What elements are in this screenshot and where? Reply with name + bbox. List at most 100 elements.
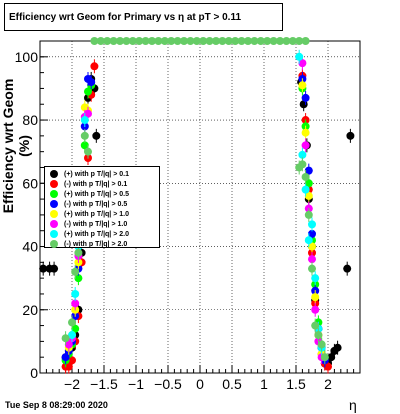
y-axis-label: Efficiency wrt Geom (%) (0, 78, 32, 214)
data-point (109, 37, 118, 45)
data-point (327, 353, 336, 362)
data-point (80, 131, 89, 140)
data-point (103, 37, 112, 45)
data-point (304, 191, 313, 200)
timestamp-footer: Tue Sep 8 08:29:00 2020 (5, 400, 108, 410)
data-point (96, 37, 105, 45)
data-point (80, 141, 89, 150)
legend-marker (50, 190, 58, 198)
data-point (298, 150, 307, 159)
data-point (324, 362, 332, 371)
legend-entry: (-) with p T/|q| > 1.0 (48, 219, 156, 229)
data-point (346, 131, 355, 140)
data-point (160, 37, 169, 45)
data-point (68, 318, 76, 327)
data-point (244, 37, 252, 45)
data-point (39, 264, 48, 273)
data-point (333, 343, 342, 352)
data-point (276, 37, 284, 45)
data-point (295, 37, 304, 45)
data-point (256, 37, 265, 45)
legend-entry: (+) with p T/|q| > 2.0 (48, 229, 156, 239)
data-point (90, 62, 99, 71)
data-point (212, 37, 220, 45)
data-point (68, 331, 76, 340)
data-point (186, 37, 195, 45)
x-tick-label: 0 (196, 376, 204, 392)
data-point (311, 321, 320, 330)
data-point (64, 362, 73, 371)
data-point (148, 37, 156, 45)
data-point (74, 274, 83, 283)
data-point (301, 93, 310, 102)
legend-marker (50, 200, 58, 208)
data-point (298, 81, 307, 90)
y-tick-label: 0 (30, 365, 38, 381)
data-point (71, 324, 80, 333)
data-point (92, 131, 101, 140)
x-tick-label: −0.5 (154, 376, 182, 392)
data-point (301, 128, 310, 137)
data-point (288, 37, 297, 45)
data-point (224, 37, 233, 45)
data-point (304, 179, 313, 188)
x-tick-label: −1.5 (90, 376, 118, 392)
data-point (237, 37, 246, 45)
data-point (304, 210, 313, 219)
x-tick-label: 2 (324, 376, 332, 392)
data-point (282, 37, 291, 45)
y-tick-label: 20 (22, 302, 38, 318)
data-point (314, 331, 323, 340)
data-point (311, 274, 320, 283)
data-point (301, 141, 310, 150)
legend-marker (50, 230, 58, 238)
legend-label: (+) with p T/|q| > 2.0 (64, 230, 129, 238)
data-point (128, 37, 137, 45)
legend-entry: (+) with p T/|q| > 0.5 (48, 189, 156, 199)
y-tick-label: 80 (22, 112, 38, 128)
data-point (301, 172, 310, 181)
data-point (311, 293, 320, 302)
legend: (+) with p T/|q| > 0.1 (-) with p T/|q| >… (44, 166, 160, 248)
y-tick-label: 100 (15, 49, 39, 65)
data-point (298, 160, 307, 169)
data-point (311, 305, 320, 314)
legend-label: (+) with p T/|q| > 0.5 (64, 190, 129, 198)
data-point (84, 87, 92, 96)
data-point (116, 37, 124, 45)
data-point (308, 242, 316, 251)
data-point (180, 37, 188, 45)
data-point (205, 37, 214, 45)
data-point (308, 255, 316, 264)
data-point (263, 37, 272, 45)
x-tick-label: 0.5 (222, 376, 242, 392)
data-point (167, 37, 176, 45)
data-point (71, 289, 80, 298)
chart-title: Efficiency wrt Geom for Primary vs η at … (4, 3, 283, 31)
data-point (304, 236, 313, 245)
data-point (218, 37, 227, 45)
data-point (71, 267, 80, 276)
data-point (308, 229, 316, 238)
legend-label: (-) with p T/|q| > 1.0 (64, 220, 128, 228)
data-point (141, 37, 150, 45)
y-tick-label: 40 (22, 239, 38, 255)
legend-marker (50, 180, 58, 188)
data-point (61, 353, 70, 362)
data-point (199, 37, 208, 45)
data-point (74, 248, 83, 257)
data-point (192, 37, 201, 45)
data-point (87, 78, 96, 87)
legend-label: (-) with p T/|q| > 2.0 (64, 240, 128, 248)
legend-entry: (-) with p T/|q| > 0.1 (48, 179, 156, 189)
data-point (68, 356, 76, 365)
y-tick-label: 60 (22, 175, 38, 191)
data-point (304, 166, 313, 175)
legend-marker (50, 210, 58, 218)
legend-entry: (-) with p T/|q| > 0.5 (48, 199, 156, 209)
data-point (301, 185, 310, 194)
x-axis-label: η (349, 397, 357, 413)
data-point (84, 109, 92, 118)
legend-entry: (+) with p T/|q| > 1.0 (48, 209, 156, 219)
